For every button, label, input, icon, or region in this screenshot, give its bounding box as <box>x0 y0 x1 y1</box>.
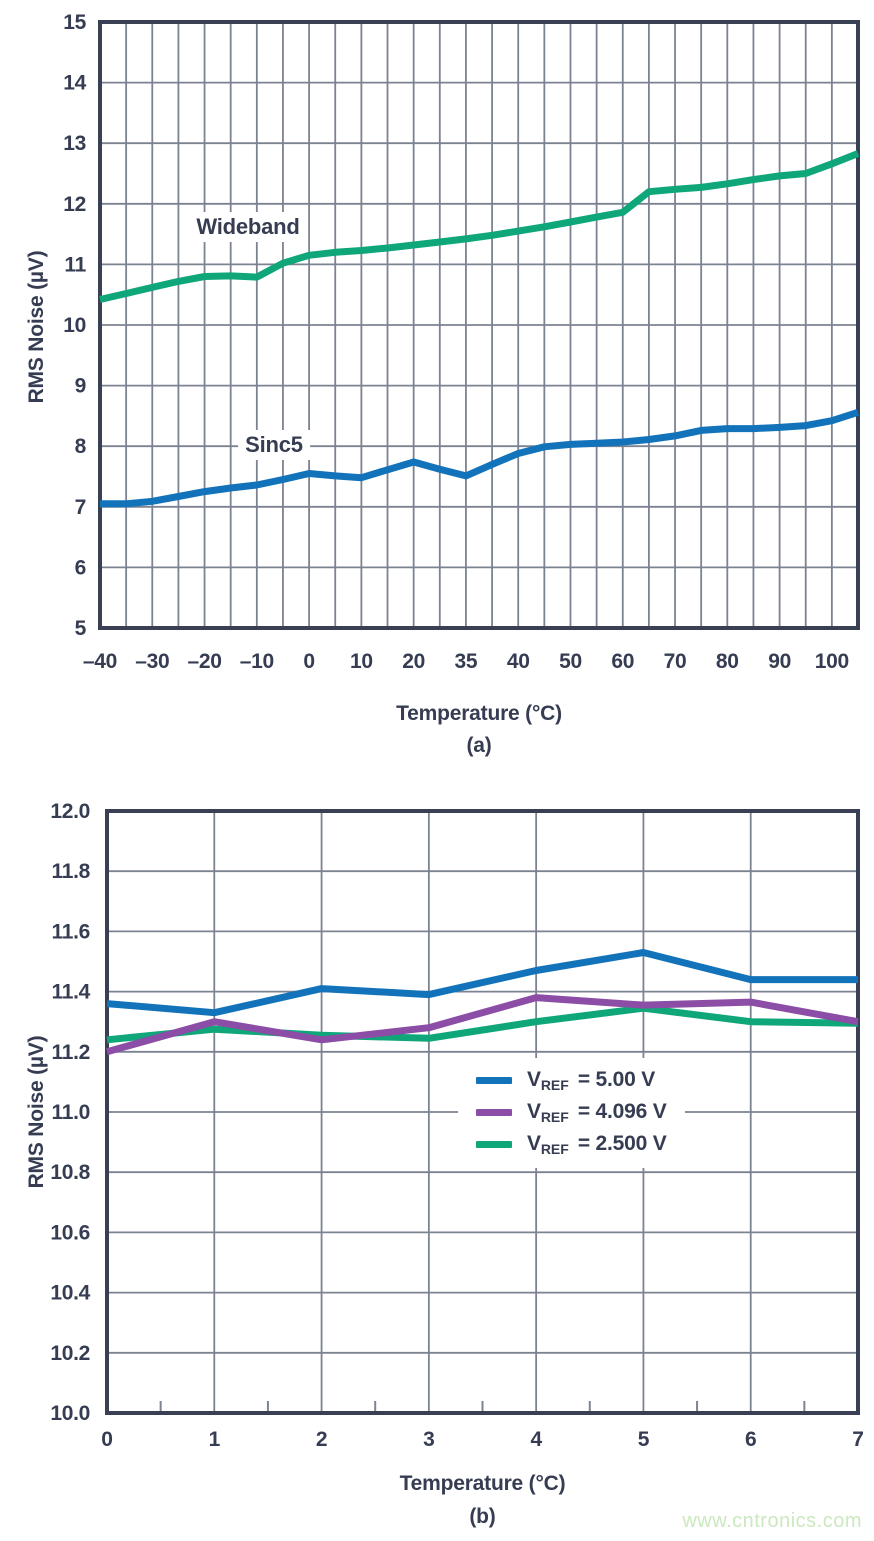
vref-2-500-v-line <box>106 1004 859 1044</box>
legend-entry: VREF = 5.00 V <box>476 1064 667 1096</box>
y-tick-label: 10.4 <box>50 1282 90 1305</box>
x-tick-label: 7 <box>852 1428 863 1451</box>
y-tick-label: 13 <box>63 132 86 155</box>
y-tick-label: 11.8 <box>51 860 90 883</box>
chart-a-y-axis-title: RMS Noise (µV) <box>25 250 48 404</box>
x-tick-label: 20 <box>402 650 425 673</box>
y-tick-label: 15 <box>63 11 86 34</box>
chart-b-y-axis-title: RMS Noise (µV) <box>25 1035 48 1189</box>
x-tick-label: 90 <box>768 650 791 673</box>
x-tick-label: 1 <box>209 1428 221 1451</box>
legend-swatch <box>476 1108 512 1116</box>
legend-swatch <box>476 1076 512 1084</box>
legend-entry: VREF = 2.500 V <box>476 1128 667 1160</box>
y-tick-label: 12.0 <box>50 800 90 823</box>
y-tick-label: 11.0 <box>51 1101 90 1124</box>
x-tick-label: 5 <box>638 1428 650 1451</box>
chart-b-sublabel: (b) <box>469 1505 496 1528</box>
y-tick-label: 11.4 <box>51 981 90 1004</box>
x-tick-label: –40 <box>83 650 117 673</box>
y-tick-label: 9 <box>75 375 86 398</box>
y-tick-label: 11.6 <box>51 920 90 943</box>
x-tick-label: 50 <box>559 650 582 673</box>
chart-b-noise-vs-temperature-vref: 0 1 2 3 4 5 6 7 10.0 10.2 10.4 10.6 10.8 11.0 11.2 11.4… <box>50 800 864 1451</box>
y-tick-label: 6 <box>75 556 86 579</box>
y-tick-label: 14 <box>63 72 86 95</box>
legend-label: VREF = 4.096 V <box>527 1099 667 1125</box>
chart-a-x-axis-title: Temperature (°C) <box>396 702 562 725</box>
plot-frame <box>98 20 860 630</box>
wideband-curve-label: Wideband <box>189 212 307 242</box>
sinc5-line <box>100 408 860 508</box>
legend-swatch <box>476 1140 512 1148</box>
plot-frame <box>105 809 860 1415</box>
y-tick-label: 5 <box>75 617 87 640</box>
x-tick-label: 100 <box>815 650 849 673</box>
y-tick-label: 7 <box>75 496 86 519</box>
x-tick-label: –20 <box>187 650 221 673</box>
sinc5-curve-label: Sinc5 <box>238 430 310 460</box>
watermark: www.cntronics.com <box>682 1510 862 1532</box>
x-tick-label: 2 <box>316 1428 327 1451</box>
legend-label: VREF = 2.500 V <box>527 1131 667 1157</box>
x-tick-label: 3 <box>423 1428 434 1451</box>
y-tick-label: 12 <box>63 193 86 216</box>
chart-b-x-axis-title: Temperature (°C) <box>399 1472 566 1495</box>
y-tick-label: 8 <box>75 435 87 458</box>
wideband-line <box>99 150 860 303</box>
y-tick-label: 10.6 <box>50 1221 90 1244</box>
y-tick-label: 10 <box>63 314 86 337</box>
y-tick-label: 11.2 <box>51 1041 90 1064</box>
vref-4-096-v-line <box>106 994 859 1056</box>
x-tick-label: 40 <box>507 650 530 673</box>
y-tick-label: 10.0 <box>50 1402 90 1425</box>
chart-b-legend: VREF = 5.00 V VREF = 4.096 V VREF = 2.500 V <box>458 1058 685 1168</box>
x-tick-label: 60 <box>611 650 634 673</box>
x-tick-label: 35 <box>455 650 478 673</box>
y-tick-label: 11 <box>64 253 86 276</box>
x-tick-label: –30 <box>135 650 169 673</box>
legend-entry: VREF = 4.096 V <box>476 1096 667 1128</box>
x-tick-label: 70 <box>664 650 687 673</box>
legend-label: VREF = 5.00 V <box>527 1067 656 1093</box>
x-tick-label: –10 <box>240 650 274 673</box>
x-tick-label: 0 <box>303 650 314 673</box>
y-tick-label: 10.2 <box>50 1342 90 1365</box>
x-tick-label: 4 <box>530 1428 542 1451</box>
x-tick-label: 10 <box>350 650 373 673</box>
vref-5-00-v-line <box>106 949 858 1017</box>
chart-a-noise-vs-temperature: –40 –30 –20 –10 0 10 20 35 40 50 60 70 80 90 100 5 6 7 8 9 1… <box>63 11 860 673</box>
x-tick-label: 6 <box>745 1428 756 1451</box>
x-tick-label: 0 <box>101 1428 112 1451</box>
x-tick-label: 80 <box>716 650 739 673</box>
y-tick-label: 10.8 <box>50 1161 90 1184</box>
chart-a-sublabel: (a) <box>466 734 492 757</box>
